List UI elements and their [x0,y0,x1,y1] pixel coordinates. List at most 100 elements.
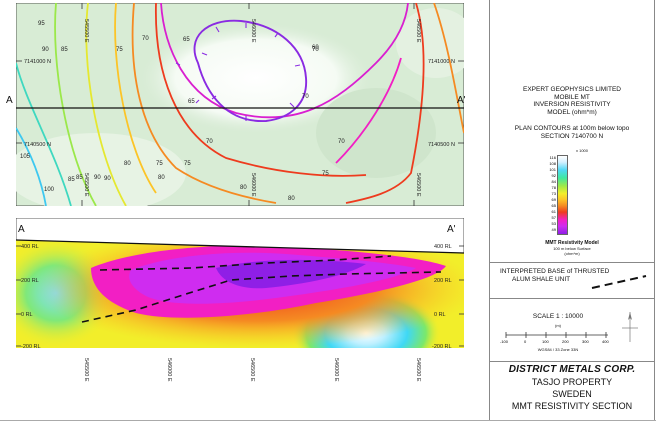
section-label-a: A [6,95,13,106]
contour-line [131,3,277,204]
legend-value: 101 [549,167,556,172]
contour-label: 85 [68,177,75,183]
legend-caption: MMT Resistivity Model [545,240,599,246]
contour-label: 65 [183,37,190,43]
contour-label: 65 [188,99,195,105]
divider [490,262,654,263]
contour-label: 90 [104,176,111,182]
title-block: EXPERT GEOPHYSICS LIMITED MOBILE MT INVE… [489,0,655,421]
easting-label: 546000 E [250,173,256,197]
contour-label: 105 [20,154,31,160]
contour-label: 80 [288,196,295,202]
legend-value: 53 [551,221,556,226]
property-name: TASJO PROPERTY [531,377,613,387]
contour-label: 75 [156,161,163,167]
hachure [201,52,208,56]
easting-label: 546000 E [250,19,256,43]
plan-note-line: PLAN CONTOURS at 100m below topo [514,125,630,132]
contour-line [54,3,97,206]
header-line: MODEL (ohm*m) [547,108,597,116]
contour-line [85,3,127,206]
scale-text: SCALE 1 : 10000 [532,313,584,320]
header-line: INVERSION RESISTIVITY [533,101,611,108]
contour-line [114,3,157,194]
contour-label: 100 [44,187,55,193]
section-eastings: 545500 E 546000 E 546500 E 546000 E 5465… [83,358,421,382]
contour-line [433,3,464,134]
hachure [215,26,220,33]
rl-label: -200 RL [432,344,452,350]
scale-datum: WGS84 / 33 Zone 33N [537,347,579,352]
contour-label: 80 [158,175,165,181]
interp-line: INTERPRETED BASE of THRUSTED [500,268,610,275]
contour-label: 70 [312,47,319,53]
easting-label: 546500 E [415,19,421,43]
hachure [289,102,295,108]
interpreted-base-line[interactable] [99,255,392,271]
rl-label: 0 RL [21,312,33,318]
legend-values: 116 108 101 92 84 78 73 69 65 61 57 53 4… [536,155,556,235]
contour-label: 70 [338,139,345,145]
plan-relief [396,8,464,78]
contour-label: 70 [302,94,309,100]
contour-label: 75 [322,171,329,177]
hachure [195,99,200,104]
section-end-a: A [18,224,25,235]
plan-relief [141,23,371,133]
rl-label: -200 RL [21,344,41,350]
contour-line [335,57,402,164]
rl-label: 400 RL [21,244,39,250]
contour-label: 80 [240,185,247,191]
northing-label: 7141000 N [24,59,51,65]
topography-line [16,239,464,254]
scale-ticks: -100 0 100 200 300 400 [500,339,618,345]
contour-label: 70 [206,139,213,145]
legend-subcaption: 100 m below Surface (ohm*m) [490,246,654,256]
plan-map[interactable]: 7141000 N 7141000 N 7140500 N 7140500 N … [16,3,464,206]
legend-value: 78 [551,185,556,190]
scale-tick: 400 [602,339,609,344]
easting-label: 546500 E [415,173,421,197]
interpreted-base-line[interactable] [81,271,442,323]
legend-value: 49 [551,227,556,232]
easting-label: 545500 E [83,19,89,43]
header-line: MOBILE MT [554,93,590,101]
section-blank [16,348,464,352]
interp-label: INTERPRETED BASE of THRUSTED ALUM SHALE … [500,268,620,283]
hachure [274,32,279,38]
resistivity-section[interactable]: 400 RL 200 RL 0 RL -200 RL 400 RL 200 RL… [16,218,464,352]
rl-label: 200 RL [434,278,452,284]
contour-line [193,19,307,122]
northing-label: 7140500 N [428,142,455,148]
section-label-a-prime: A' [457,95,466,106]
scale-tick: 0 [524,339,527,344]
divider [490,298,654,299]
rl-label: 200 RL [21,278,39,284]
company-name: DISTRICT METALS CORP. [508,364,636,375]
easting-label: 545500 E [83,173,89,197]
contour-line [16,62,72,206]
legend-value: 92 [551,173,556,178]
legend-value: 61 [551,209,556,214]
scale-tick: 100 [542,339,549,344]
page-bottom-border [0,420,656,421]
scale-tick: 300 [582,339,589,344]
northing-label: 7141000 N [428,59,455,65]
plan-note-line: SECTION 7140700 N [540,132,604,140]
contour-label: 90 [42,47,49,53]
contour-line [155,3,367,177]
contour-label: 95 [38,21,45,27]
rl-label: 400 RL [434,244,452,250]
contour-label: 75 [116,47,123,53]
hachure [175,62,181,66]
scale-tick: 200 [562,339,569,344]
section-easting-label: 546000 E [166,358,172,382]
north-arrow-icon [622,312,638,342]
scale-bar [505,332,608,338]
divider [490,361,654,362]
color-legend-bar [557,155,568,235]
legend-sub-line: (ohm*m) [564,251,580,256]
interp-line: ALUM SHALE UNIT [512,275,571,283]
contour-label: 80 [124,161,131,167]
